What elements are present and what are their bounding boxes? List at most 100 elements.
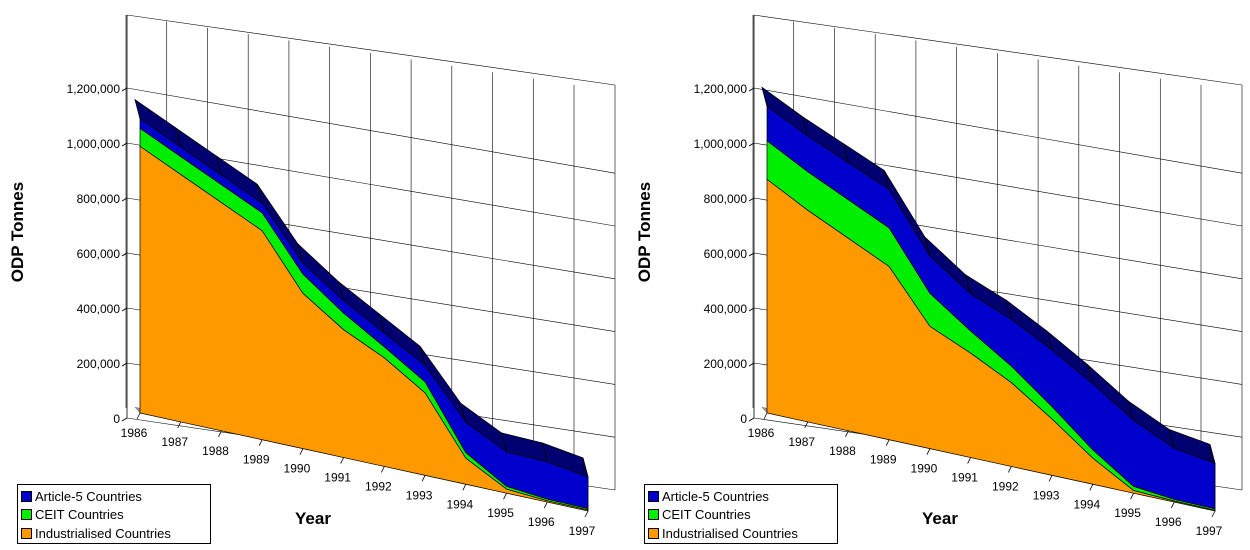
x-tick-mark — [967, 457, 971, 464]
x-tick-mark — [136, 412, 141, 420]
x-tick-label: 1986 — [748, 426, 775, 440]
legend-item-article5: Article-5 Countries — [21, 487, 207, 506]
x-tick-label: 1993 — [406, 488, 433, 502]
area-series-article-5-countries — [766, 105, 1216, 510]
legend-right: Article-5 Countries CEIT Countries Indus… — [644, 484, 838, 544]
gridline-horizontal — [753, 87, 1243, 174]
legend-swatch-industrialised — [648, 527, 659, 539]
y-tick-label: 0 — [740, 412, 747, 426]
x-tick-mark — [584, 510, 589, 518]
legend-label-industrialised: Industrialised Countries — [35, 525, 171, 541]
x-tick-mark — [1211, 510, 1216, 518]
y-tick-mark — [121, 362, 128, 367]
x-tick-label: 1994 — [1073, 497, 1100, 511]
y-tick-mark — [748, 362, 755, 367]
area-chart-right: 0 200,000 400,000 600,000 800,000 1,000,000 1,… — [635, 14, 1243, 538]
y-tick-label: 1,200,000 — [694, 82, 748, 96]
y-tick-mark — [748, 252, 755, 257]
legend-swatch-ceit — [648, 509, 659, 521]
x-tick-label: 1996 — [528, 515, 555, 529]
y-tick-label: 600,000 — [704, 247, 748, 261]
x-tick-mark — [462, 484, 467, 491]
x-tick-label: 1992 — [365, 479, 392, 493]
x-tick-mark — [218, 430, 222, 437]
x-tick-mark — [258, 439, 263, 446]
legend-label-ceit: CEIT Countries — [35, 507, 124, 523]
x-tick-mark — [1048, 475, 1053, 482]
back-wall-top — [126, 14, 616, 86]
x-tick-mark — [1008, 466, 1012, 473]
y-tick-label: 200,000 — [77, 357, 121, 371]
legend-item-article5: Article-5 Countries — [648, 487, 834, 506]
x-tick-label: 1997 — [569, 524, 596, 538]
y-tick-mark — [748, 417, 755, 422]
x-tick-label: 1991 — [951, 471, 978, 485]
x-tick-label: 1992 — [992, 479, 1019, 493]
y-axis-title: ODP Tonnes — [635, 182, 654, 282]
x-tick-label: 1994 — [446, 497, 473, 511]
x-tick-label: 1996 — [1155, 515, 1182, 529]
x-tick-label: 1989 — [870, 453, 897, 467]
legend-swatch-article5 — [648, 490, 659, 502]
y-tick-label: 400,000 — [704, 302, 748, 316]
y-tick-label: 400,000 — [77, 302, 121, 316]
x-tick-mark — [1130, 493, 1134, 500]
y-tick-label: 0 — [113, 412, 120, 426]
legend-item-industrialised: Industrialised Countries — [21, 524, 207, 543]
x-tick-label: 1990 — [911, 462, 938, 476]
back-wall-top — [753, 14, 1243, 86]
x-tick-label: 1993 — [1033, 488, 1060, 502]
x-tick-mark — [543, 501, 548, 509]
x-tick-label: 1987 — [161, 435, 188, 449]
y-tick-mark — [748, 307, 755, 312]
y-tick-mark — [748, 197, 755, 202]
y-tick-mark — [121, 87, 128, 92]
x-axis-title: Year — [295, 509, 331, 528]
legend-label-article5: Article-5 Countries — [35, 488, 142, 504]
y-tick-label: 800,000 — [704, 192, 748, 206]
x-tick-label: 1990 — [284, 462, 311, 476]
x-tick-label: 1988 — [202, 444, 229, 458]
x-tick-mark — [1089, 484, 1094, 491]
x-tick-mark — [299, 448, 304, 455]
legend-label-article5: Article-5 Countries — [662, 488, 769, 504]
x-tick-mark — [804, 421, 809, 429]
gridline-horizontal — [126, 87, 616, 174]
x-tick-label: 1987 — [788, 435, 815, 449]
y-tick-label: 1,000,000 — [67, 137, 121, 151]
y-tick-mark — [121, 417, 128, 422]
legend-swatch-article5 — [21, 490, 32, 502]
legend-swatch-ceit — [21, 509, 32, 521]
x-tick-mark — [845, 430, 849, 437]
x-tick-mark — [177, 421, 182, 429]
y-tick-mark — [121, 142, 128, 147]
x-tick-mark — [926, 448, 931, 455]
y-tick-label: 1,000,000 — [694, 137, 748, 151]
legend-item-ceit: CEIT Countries — [648, 506, 834, 525]
legend-item-ceit: CEIT Countries — [21, 506, 207, 525]
x-tick-mark — [885, 439, 890, 446]
x-tick-label: 1986 — [121, 426, 148, 440]
y-tick-mark — [748, 142, 755, 147]
x-tick-mark — [1170, 501, 1175, 509]
legend-swatch-industrialised — [21, 527, 32, 539]
chart-panel-left: 0 200,000 400,000 600,000 800,000 1,000,000 1,… — [0, 0, 625, 545]
legend-left: Article-5 Countries CEIT Countries Indus… — [17, 484, 211, 544]
legend-label-ceit: CEIT Countries — [662, 507, 751, 523]
x-axis-title: Year — [922, 509, 958, 528]
y-tick-mark — [121, 252, 128, 257]
x-tick-mark — [381, 466, 385, 473]
y-tick-mark — [121, 197, 128, 202]
y-tick-mark — [121, 307, 128, 312]
x-tick-label: 1997 — [1196, 524, 1223, 538]
area-chart-left: 0 200,000 400,000 600,000 800,000 1,000,000 1,… — [8, 14, 616, 538]
x-tick-label: 1991 — [324, 471, 351, 485]
x-tick-mark — [421, 475, 426, 482]
x-tick-mark — [340, 457, 344, 464]
x-tick-label: 1988 — [829, 444, 856, 458]
x-tick-mark — [763, 412, 768, 420]
x-tick-label: 1995 — [1114, 506, 1141, 520]
y-axis-title: ODP Tonnes — [8, 182, 27, 282]
y-tick-label: 800,000 — [77, 192, 121, 206]
y-tick-label: 1,200,000 — [67, 82, 121, 96]
